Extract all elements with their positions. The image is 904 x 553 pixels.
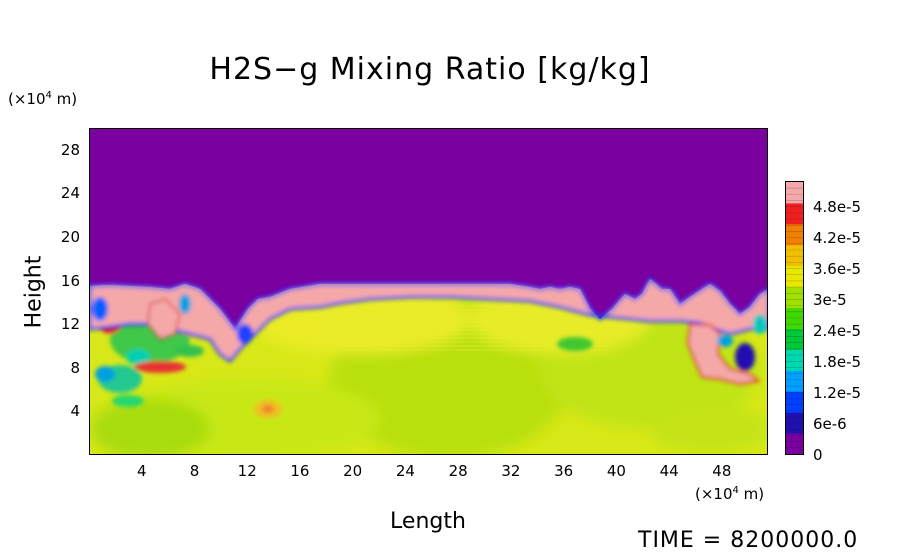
x-tick-label: 4 (136, 462, 147, 480)
plot-area (89, 128, 768, 455)
colorbar-band (786, 349, 803, 371)
colorbar-tick-label: 4.8e-5 (813, 197, 862, 216)
x-tick-label: 16 (290, 462, 310, 480)
x-tick-label: 36 (554, 462, 574, 480)
colorbar-tick-label: 4.2e-5 (813, 228, 862, 247)
x-tick-label: 24 (395, 462, 415, 480)
colorbar-band (786, 265, 803, 288)
colorbar-band (786, 391, 803, 413)
x-tick-label: 40 (606, 462, 626, 480)
colorbar-tick-label: 0 (813, 446, 823, 464)
colorbar-band (786, 412, 803, 434)
colorbar-band (786, 433, 803, 454)
x-tick-label: 20 (343, 462, 363, 480)
colorbar-tick-label: 3e-5 (813, 290, 847, 309)
colorbar-band (786, 202, 803, 225)
colorbar-band (786, 286, 803, 309)
x-tick-label: 44 (659, 462, 679, 480)
colorbar-tick-label: 1.8e-5 (813, 352, 862, 371)
colorbar-band (786, 370, 803, 392)
colorbar-band (786, 244, 803, 267)
colorbar (785, 181, 804, 455)
x-unit-label: (×104 m) (695, 485, 765, 503)
colorbar-tick-label: 1.2e-5 (813, 383, 862, 402)
colorbar-band (786, 182, 803, 204)
y-unit-label: (×104 m) (8, 90, 78, 108)
colorbar-tick-label: 6e-6 (813, 414, 847, 433)
x-axis-label: Length (390, 509, 466, 534)
y-axis-label: Height (21, 255, 47, 329)
chart-title: H2S−g Mixing Ratio [kg/kg] (209, 52, 651, 87)
x-tick-label: 32 (501, 462, 521, 480)
x-tick-label: 12 (237, 462, 257, 480)
colorbar-tick-label: 3.6e-5 (813, 259, 862, 278)
time-label: TIME = 8200000.0 (638, 528, 859, 553)
upper-layer (90, 129, 767, 329)
y-tick-label: 12 (60, 315, 80, 334)
y-tick-label: 4 (70, 402, 80, 421)
colorbar-band (786, 307, 803, 329)
colorbar-band (786, 223, 803, 246)
colorbar-tick-label: 2.4e-5 (813, 321, 862, 340)
colorbar-band (786, 328, 803, 350)
x-tick-label: 48 (712, 462, 732, 480)
mixing-ratio-field (90, 129, 767, 454)
y-tick-label: 28 (60, 140, 80, 159)
x-tick-label: 8 (189, 462, 200, 480)
y-tick-label: 24 (60, 184, 80, 203)
y-tick-label: 16 (60, 271, 80, 290)
y-tick-label: 8 (70, 358, 80, 377)
boundary-band (90, 276, 767, 364)
y-tick-label: 20 (60, 228, 80, 246)
x-tick-label: 28 (448, 462, 468, 480)
